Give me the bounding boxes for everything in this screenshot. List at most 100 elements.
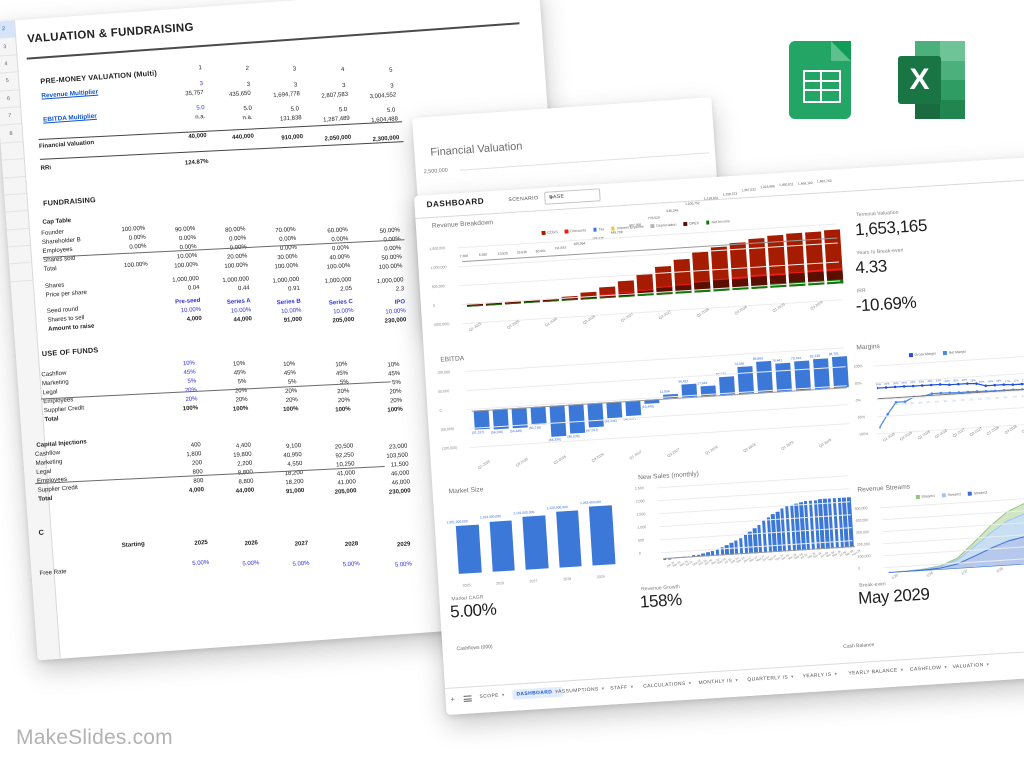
cell-value[interactable]: 100.00% [326, 263, 351, 271]
cell-value[interactable]: 400 [190, 442, 202, 449]
cell-value[interactable]: 1,000,000 [376, 277, 404, 286]
cell-value[interactable]: 100.00% [378, 263, 403, 271]
chevron-down-icon[interactable]: ▾ [834, 672, 838, 678]
bar[interactable] [743, 534, 749, 554]
cell-value[interactable]: 1,000,000 [222, 276, 250, 285]
cell-value[interactable]: 35,757 [185, 90, 204, 98]
cell-value[interactable]: 20,500 [334, 443, 354, 451]
round-name[interactable]: Pre-seed [174, 297, 201, 306]
cell-value[interactable]: 5.0 [338, 106, 348, 114]
cell-value[interactable]: 1,000,000 [324, 276, 352, 285]
cell-value[interactable]: n.a. [242, 114, 253, 122]
cell-value[interactable]: 41,000 [337, 479, 357, 487]
cell-value[interactable]: 45% [283, 370, 297, 378]
cell-value[interactable]: 91,000 [285, 487, 305, 496]
bar[interactable] [598, 286, 616, 299]
link-ebitda-multiplier[interactable]: EBITDA Multiplier [42, 112, 97, 124]
legend-item[interactable]: Discounts [564, 228, 586, 234]
tab-quarterly-is[interactable]: QUARTERLY IS ▾ [747, 674, 794, 683]
cell-value[interactable]: 19,800 [233, 451, 252, 459]
cell-value[interactable]: 5.00% [192, 559, 210, 568]
cell-value[interactable]: 10.00% [230, 307, 252, 315]
bar[interactable] [568, 403, 586, 434]
cell-value[interactable]: 10% [283, 361, 296, 369]
cell-value[interactable]: 3,004,552 [369, 92, 397, 101]
bar[interactable] [813, 358, 830, 390]
cell-value[interactable]: 70.00% [275, 226, 296, 235]
cell-value[interactable]: 4,550 [287, 460, 303, 469]
cell-value[interactable]: 10% [335, 361, 348, 369]
tab-yearly-is[interactable]: YEARLY IS ▾ [803, 671, 838, 679]
cell-value[interactable]: 100.00% [274, 262, 299, 271]
cell-value[interactable]: 100% [387, 406, 403, 414]
link-revenue-multiplier[interactable]: Revenue Multiplier [41, 88, 99, 100]
chevron-down-icon[interactable]: ▾ [944, 665, 948, 671]
chevron-down-icon[interactable]: ▾ [688, 681, 692, 687]
cell-value[interactable]: 50.00% [381, 254, 403, 262]
legend-item[interactable]: Gross Margin [908, 352, 936, 358]
cell-value[interactable]: 0.00% [128, 234, 147, 242]
bar[interactable] [775, 362, 792, 392]
tab-assumptions[interactable]: ASSUMPTIONS ▾ [558, 686, 605, 695]
cell-value[interactable]: 5.00% [242, 560, 260, 568]
cell-value[interactable]: 0.00% [178, 234, 197, 243]
legend-item[interactable]: Tax [592, 227, 604, 232]
row-header-cell[interactable] [9, 263, 33, 283]
bar[interactable] [737, 366, 755, 394]
row-header-cell[interactable] [6, 228, 31, 248]
cell-value[interactable]: 20% [185, 396, 198, 404]
tab-cashflow[interactable]: CASHFLOW ▾ [910, 664, 948, 672]
chevron-down-icon[interactable]: ▾ [986, 662, 990, 668]
cell-value[interactable]: 5.0 [243, 105, 253, 113]
cell-value[interactable]: 1,000,000 [272, 276, 300, 285]
cell-value[interactable]: 5.0 [196, 105, 205, 112]
bar[interactable] [587, 402, 604, 428]
row-header-cell[interactable] [5, 211, 29, 231]
legend-item[interactable]: OPEX [683, 221, 699, 226]
cell-value[interactable]: 3 [390, 83, 394, 90]
cell-value[interactable]: 5% [187, 378, 197, 385]
row-header-cell[interactable]: 4 [0, 55, 18, 75]
tab-scope[interactable]: SCOPE ▾ [479, 692, 505, 700]
cell-value[interactable]: 5.0 [290, 106, 300, 113]
chevron-down-icon[interactable]: ▾ [900, 668, 904, 674]
bar[interactable] [589, 505, 616, 566]
cell-value[interactable]: 40,950 [283, 451, 302, 460]
cell-value[interactable]: 100.00% [121, 225, 146, 234]
bar[interactable] [766, 235, 786, 288]
cell-value[interactable]: 103,500 [386, 452, 409, 460]
cell-value[interactable]: 0.00% [228, 235, 247, 243]
cell-value[interactable]: 40.00% [329, 254, 350, 262]
cell-value[interactable]: 230,000 [388, 488, 411, 496]
cell-value[interactable]: 46,000 [390, 470, 410, 478]
tab-valuation[interactable]: VALUATION ▾ [952, 662, 990, 670]
cell-value[interactable]: 440,000 [231, 133, 255, 142]
cell-value[interactable]: n.a. [195, 113, 206, 121]
cell-value[interactable]: 230,000 [384, 317, 407, 325]
bar[interactable] [673, 258, 692, 294]
bar[interactable] [738, 537, 744, 555]
cell-value[interactable]: 435,650 [228, 90, 252, 99]
bar[interactable] [555, 510, 582, 568]
scenario-select[interactable]: BASE [543, 187, 601, 205]
bar[interactable] [831, 356, 849, 388]
legend-item[interactable]: COGS [541, 230, 558, 235]
cell-value[interactable]: 4,400 [235, 442, 252, 450]
cell-value[interactable]: 0.00% [279, 235, 297, 244]
cell-value[interactable]: 5.00% [342, 561, 360, 569]
legend-item[interactable]: Depreciation [650, 223, 677, 229]
cell-value[interactable]: 91,000 [283, 316, 303, 324]
cell-value[interactable]: 20% [284, 388, 298, 395]
row-header-cell[interactable] [3, 176, 27, 196]
cell-value[interactable]: 100% [282, 406, 299, 414]
cell-value[interactable]: 0.00% [384, 245, 402, 253]
cell-value[interactable]: 23,000 [388, 443, 408, 451]
bar[interactable] [606, 401, 623, 419]
cell-value[interactable]: 44,000 [235, 487, 255, 495]
cell-value[interactable]: 205,000 [334, 488, 357, 496]
tab-monthly-is[interactable]: MONTHLY IS ▾ [698, 678, 738, 686]
cell-value[interactable]: 2,050,000 [324, 134, 352, 143]
cell-value[interactable]: 45% [233, 369, 246, 377]
cell-value[interactable]: 45% [335, 370, 349, 378]
cell-value[interactable]: 3 [341, 82, 346, 90]
